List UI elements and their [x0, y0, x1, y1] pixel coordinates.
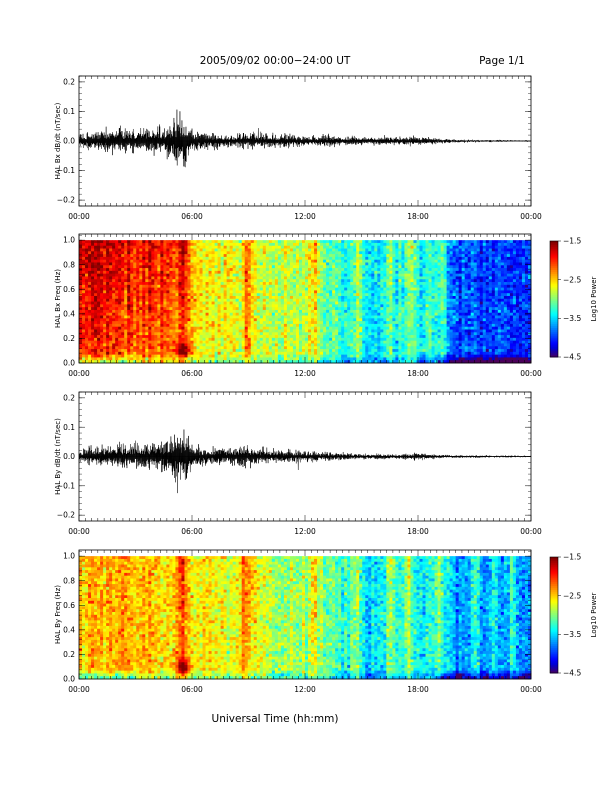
y-tick-label: −0.2	[57, 511, 75, 520]
y-tick-label: 0.4	[63, 625, 75, 634]
colorbar-tick-label: −1.5	[563, 553, 581, 562]
y-tick-label: 1.0	[63, 552, 75, 561]
colorbar-tick-label: −3.5	[563, 314, 581, 323]
signal-trace	[79, 110, 531, 168]
y-tick-label: 0.2	[63, 393, 75, 402]
x-tick-label: 00:00	[68, 685, 90, 694]
colorbar: −1.5 −2.5 −3.5 −4.5 Log10 Power	[550, 237, 598, 362]
y-tick-label: 0.8	[63, 576, 75, 585]
x-tick-label: 00:00	[68, 369, 90, 378]
x-tick-label: 12:00	[294, 685, 316, 694]
y-axis-label: HAL By dB/dt (nT/sec)	[54, 418, 62, 495]
y-tick-label: 0.2	[63, 650, 75, 659]
x-tick-label: 00:00	[520, 685, 542, 694]
y-tick-label: 0.0	[63, 452, 75, 461]
x-tick-label: 06:00	[181, 212, 203, 221]
x-tick-label: 00:00	[68, 527, 90, 536]
y-tick-label: 0.6	[63, 285, 75, 294]
x-tick-label: 12:00	[294, 212, 316, 221]
x-tick-label: 00:00	[520, 527, 542, 536]
x-tick-label: 18:00	[407, 212, 429, 221]
colorbar-tick-label: −4.5	[563, 669, 581, 678]
colorbar-label: Log10 Power	[590, 276, 598, 321]
y-axis-label: HAL By Freq (Hz)	[54, 585, 62, 644]
y-tick-label: 0.0	[63, 137, 75, 146]
colorbar: −1.5 −2.5 −3.5 −4.5 Log10 Power	[550, 553, 598, 678]
signal-trace	[79, 429, 531, 493]
y-tick-label: 0.1	[63, 107, 75, 116]
spectrogram-cells	[79, 240, 531, 363]
page-indicator: Page 1/1	[479, 55, 525, 67]
spectrogram-panel-3: 00:00 06:00 12:00 18:00 00:00 1.0 0.8 0.6 0.4 0.2…	[54, 550, 598, 694]
x-tick-label: 12:00	[294, 527, 316, 536]
x-tick-label: 18:00	[407, 685, 429, 694]
x-tick-label: 06:00	[181, 369, 203, 378]
y-tick-label: 0.0	[63, 359, 75, 368]
x-tick-label: 18:00	[407, 369, 429, 378]
x-tick-label: 06:00	[181, 527, 203, 536]
colorbar-tick-label: −3.5	[563, 630, 581, 639]
y-tick-label: 0.6	[63, 601, 75, 610]
y-axis-label: HAL Bx dB/dt (nT/sec)	[54, 102, 62, 179]
y-tick-label: 0.0	[63, 675, 75, 684]
spectrogram-panel-1: 00:00 06:00 12:00 18:00 00:00 1.0 0.8 0.6 0.4 0.2…	[54, 234, 598, 378]
colorbar-tick-label: −2.5	[563, 591, 581, 600]
x-tick-label: 12:00	[294, 369, 316, 378]
x-tick-label: 06:00	[181, 685, 203, 694]
colorbar-tick-label: −1.5	[563, 237, 581, 246]
x-axis-label: Universal Time (hh:mm)	[212, 713, 339, 725]
y-axis-label: HAL Bx Freq (Hz)	[54, 269, 62, 328]
y-tick-label: 0.2	[63, 334, 75, 343]
y-tick-label: 0.4	[63, 309, 75, 318]
y-tick-label: 0.2	[63, 78, 75, 87]
y-tick-label: −0.2	[57, 196, 75, 205]
x-tick-label: 18:00	[407, 527, 429, 536]
x-tick-label: 00:00	[520, 369, 542, 378]
x-tick-label: 00:00	[520, 212, 542, 221]
colorbar-tick-label: −4.5	[563, 353, 581, 362]
x-tick-label: 00:00	[68, 212, 90, 221]
y-tick-label: 0.1	[63, 423, 75, 432]
y-tick-label: 0.8	[63, 260, 75, 269]
colorbar-tick-label: −2.5	[563, 275, 581, 284]
colorbar-label: Log10 Power	[590, 592, 598, 637]
y-tick-label: 1.0	[63, 236, 75, 245]
spectrogram-cells	[79, 556, 531, 679]
figure-title: 2005/09/02 00:00−24:00 UT	[200, 55, 351, 67]
